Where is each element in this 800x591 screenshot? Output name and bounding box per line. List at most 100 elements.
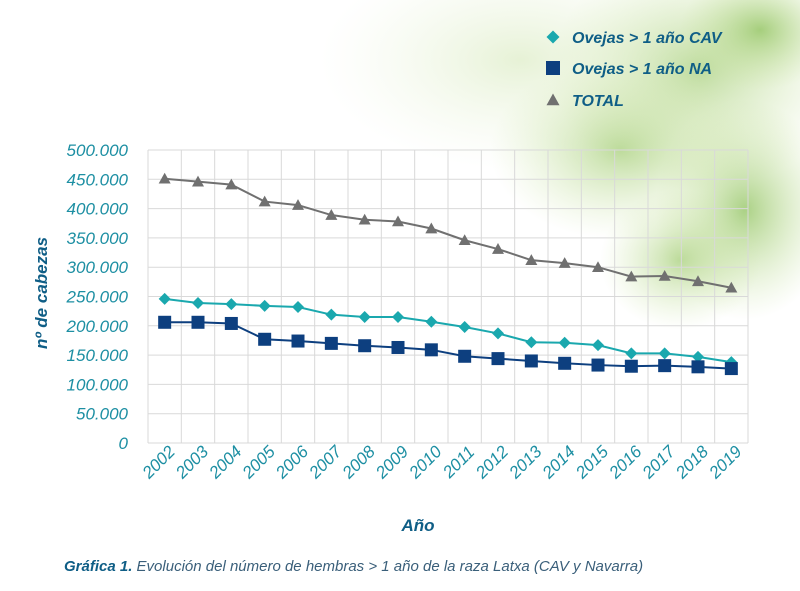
data-point-diamond xyxy=(358,311,371,324)
data-point-triangle xyxy=(458,234,471,246)
legend-item: TOTAL xyxy=(546,93,624,110)
data-point-square xyxy=(591,358,605,372)
legend-item: Ovejas > 1 año NA xyxy=(546,61,712,78)
data-point-triangle xyxy=(592,261,604,272)
x-tick-label: 2017 xyxy=(638,442,679,483)
data-point-diamond xyxy=(192,296,204,309)
data-point-square xyxy=(546,61,560,75)
data-point-square xyxy=(358,339,372,353)
x-tick-label: 2003 xyxy=(171,442,212,483)
x-tick-label: 2012 xyxy=(471,442,512,483)
data-point-diamond xyxy=(258,299,271,312)
x-tick-label: 2007 xyxy=(305,442,346,483)
x-axis-title: Año xyxy=(400,516,434,535)
data-point-diamond xyxy=(546,30,560,44)
legend-label: TOTAL xyxy=(572,93,624,110)
y-tick-label: 500.000 xyxy=(67,141,129,160)
data-point-square xyxy=(158,315,172,329)
data-point-square xyxy=(524,354,538,368)
data-point-triangle xyxy=(692,275,704,287)
data-point-diamond xyxy=(392,311,404,324)
x-tick-label: 2013 xyxy=(505,442,546,483)
data-point-square xyxy=(624,359,638,373)
y-tick-label: 250.000 xyxy=(66,288,129,307)
x-tick-label: 2015 xyxy=(571,442,612,483)
caption-text: Evolución del número de hembras > 1 año … xyxy=(136,558,644,575)
data-point-triangle xyxy=(546,93,560,106)
data-point-triangle xyxy=(258,195,271,207)
data-point-triangle xyxy=(292,199,304,210)
y-tick-label: 450.000 xyxy=(67,170,129,189)
legend-label: Ovejas > 1 año NA xyxy=(572,61,712,78)
legend-item: Ovejas > 1 año CAV xyxy=(546,30,723,47)
x-tick-label: 2018 xyxy=(671,442,712,483)
x-tick-label: 2004 xyxy=(205,442,246,483)
data-point-triangle xyxy=(625,270,638,282)
x-tick-label: 2011 xyxy=(438,442,478,482)
data-point-square xyxy=(191,315,205,329)
data-point-square xyxy=(724,362,738,376)
data-point-triangle xyxy=(558,257,571,268)
data-point-triangle xyxy=(158,172,171,184)
data-point-square xyxy=(424,343,438,357)
grid-lines xyxy=(147,149,749,444)
series-2 xyxy=(158,315,738,376)
data-point-diamond xyxy=(325,308,338,321)
caption-label: Gráfica 1. xyxy=(64,558,133,575)
x-tick-label: 2005 xyxy=(238,442,279,483)
data-point-triangle xyxy=(192,175,204,187)
y-tick-label: 50.000 xyxy=(76,405,129,424)
data-point-diamond xyxy=(225,298,238,311)
data-point-diamond xyxy=(158,292,171,305)
x-tick-label: 2010 xyxy=(405,442,446,483)
data-point-square xyxy=(458,349,472,363)
data-point-square xyxy=(558,356,572,370)
data-point-diamond xyxy=(458,320,471,333)
x-tick-label: 2014 xyxy=(538,442,579,483)
data-point-triangle xyxy=(325,209,338,220)
data-point-diamond xyxy=(292,301,304,314)
figure-caption: Gráfica 1. Evolución del número de hembr… xyxy=(64,558,643,575)
series-1 xyxy=(158,292,738,369)
data-point-diamond xyxy=(558,336,571,349)
data-point-triangle xyxy=(392,215,404,227)
x-tick-label: 2002 xyxy=(138,442,179,483)
series-3 xyxy=(158,172,738,293)
data-point-diamond xyxy=(492,327,504,340)
data-point-diamond xyxy=(692,350,704,363)
data-point-square xyxy=(491,352,505,366)
x-tick-label: 2009 xyxy=(371,442,412,483)
y-axis-ticks: 0 50.000 100.000 150.000 200.000 250.000 300.0… xyxy=(66,141,129,453)
data-point-square xyxy=(658,359,672,373)
data-point-triangle xyxy=(658,269,671,281)
data-point-triangle xyxy=(358,213,371,225)
series-line xyxy=(164,177,732,289)
data-point-square xyxy=(291,334,305,348)
y-tick-label: 100.000 xyxy=(67,375,129,394)
data-point-triangle xyxy=(725,281,738,293)
data-point-diamond xyxy=(592,339,604,352)
data-point-square xyxy=(391,340,405,354)
data-point-triangle xyxy=(225,178,238,190)
data-point-diamond xyxy=(658,347,671,360)
x-tick-label: 2019 xyxy=(705,442,746,483)
x-axis-ticks: 2002200320042005200620072008200920102011… xyxy=(138,442,746,483)
x-tick-label: 2006 xyxy=(271,442,312,483)
y-tick-label: 0 xyxy=(119,434,129,453)
data-point-square xyxy=(691,360,705,374)
y-axis-title: nº de cabezas xyxy=(32,237,51,349)
x-tick-label: 2008 xyxy=(338,442,379,483)
data-point-square xyxy=(224,316,238,330)
y-tick-label: 150.000 xyxy=(67,346,129,365)
series-group xyxy=(158,172,738,376)
data-point-diamond xyxy=(525,336,538,349)
data-point-diamond xyxy=(425,315,438,328)
y-tick-label: 300.000 xyxy=(67,258,129,277)
data-point-diamond xyxy=(625,347,638,360)
y-tick-label: 400.000 xyxy=(67,200,129,219)
data-point-triangle xyxy=(425,222,438,234)
x-tick-label: 2016 xyxy=(605,442,646,483)
y-tick-label: 200.000 xyxy=(66,317,129,336)
data-point-triangle xyxy=(525,254,538,265)
